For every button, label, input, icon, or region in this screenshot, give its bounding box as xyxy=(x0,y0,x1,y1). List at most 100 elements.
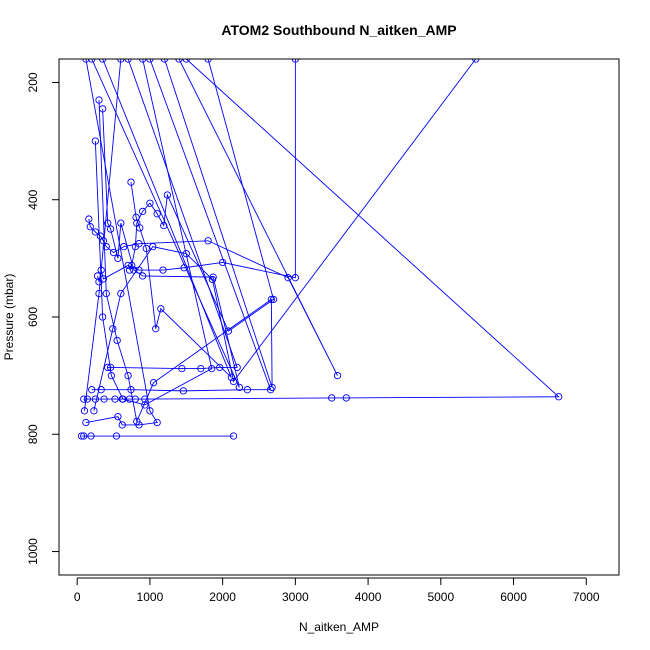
data-point xyxy=(99,237,108,245)
data-point xyxy=(229,432,238,440)
y-tick-label: 1000 xyxy=(26,538,40,565)
data-point xyxy=(104,363,112,372)
data-point xyxy=(243,386,252,394)
y-tick-label: 800 xyxy=(26,424,40,444)
data-point xyxy=(86,223,94,231)
series-line xyxy=(83,59,560,400)
data-point xyxy=(141,401,149,409)
series-2 xyxy=(82,59,161,429)
series-9 xyxy=(90,59,480,415)
data-point xyxy=(554,393,563,401)
data-point xyxy=(182,250,190,258)
series-line xyxy=(88,59,338,376)
x-tick-label: 6000 xyxy=(500,590,527,604)
series-line xyxy=(94,59,213,406)
data-point xyxy=(284,274,292,282)
data-point xyxy=(98,59,107,63)
data-point xyxy=(111,395,119,403)
data-point xyxy=(178,364,186,373)
data-point xyxy=(130,266,138,274)
x-tick-label: 2000 xyxy=(209,590,236,604)
y-tick-label: 400 xyxy=(26,189,40,209)
data-point xyxy=(224,327,233,335)
data-point xyxy=(82,59,90,63)
data-point xyxy=(152,325,160,333)
data-point xyxy=(182,59,190,63)
data-point xyxy=(163,191,172,199)
series-10 xyxy=(125,59,278,335)
series-4 xyxy=(88,59,275,395)
data-point xyxy=(124,371,132,380)
data-point xyxy=(197,364,205,373)
data-point xyxy=(138,272,147,280)
series-line xyxy=(91,59,272,392)
data-point xyxy=(112,432,121,440)
data-point xyxy=(107,371,116,380)
data-point xyxy=(142,244,150,253)
data-point xyxy=(106,225,115,233)
data-point xyxy=(135,421,143,429)
series-line xyxy=(93,59,477,411)
data-point xyxy=(218,258,227,267)
x-axis: 0 1000 2000 3000 4000 5000 6000 7000 xyxy=(74,577,600,604)
data-point xyxy=(117,59,125,63)
data-point xyxy=(146,199,154,207)
data-point xyxy=(80,407,89,415)
data-point xyxy=(267,295,276,304)
data-point xyxy=(114,254,122,263)
data-point xyxy=(157,305,165,313)
series-line xyxy=(84,59,122,411)
series-7 xyxy=(85,59,342,380)
series-layer xyxy=(77,59,563,440)
data-point xyxy=(98,313,107,321)
data-point xyxy=(82,418,90,427)
x-tick-label: 7000 xyxy=(573,590,600,604)
y-axis: 200 400 600 800 1000 xyxy=(26,72,60,565)
data-point xyxy=(179,387,188,395)
series-14 xyxy=(91,59,216,409)
data-point xyxy=(80,432,88,440)
series-1 xyxy=(77,432,238,440)
y-axis-label: Pressure (mbar) xyxy=(2,274,16,361)
data-point xyxy=(91,137,100,145)
data-point xyxy=(268,383,276,392)
data-point xyxy=(138,59,147,63)
series-line xyxy=(85,59,158,426)
y-tick-label: 600 xyxy=(26,307,40,327)
data-point xyxy=(133,417,141,426)
plot-frame xyxy=(58,58,620,576)
data-point xyxy=(269,295,278,304)
data-point xyxy=(204,59,212,63)
data-point xyxy=(146,59,154,63)
data-point xyxy=(175,59,183,63)
data-point xyxy=(208,364,216,373)
series-line xyxy=(107,59,238,370)
data-point xyxy=(291,274,300,282)
data-point xyxy=(153,210,161,218)
x-tick-label: 4000 xyxy=(355,590,382,604)
data-point xyxy=(127,178,135,186)
data-point xyxy=(95,96,103,104)
data-point xyxy=(99,275,108,283)
data-point xyxy=(88,386,96,394)
data-point xyxy=(90,407,98,415)
y-tick-label: 200 xyxy=(26,72,40,92)
data-point xyxy=(102,289,110,298)
data-point xyxy=(97,386,105,394)
data-point xyxy=(100,395,108,403)
series-line xyxy=(98,59,273,423)
series-6 xyxy=(80,59,125,415)
data-point xyxy=(204,237,212,245)
data-point xyxy=(153,418,161,427)
data-point xyxy=(216,363,224,372)
series-11 xyxy=(98,59,236,382)
data-point xyxy=(146,407,154,415)
data-point xyxy=(102,242,110,251)
data-point xyxy=(85,215,93,223)
data-point xyxy=(113,336,121,345)
data-point xyxy=(91,395,100,403)
data-point xyxy=(87,432,95,440)
series-line xyxy=(102,59,232,378)
data-point xyxy=(117,289,125,298)
x-tick-label: 5000 xyxy=(427,590,454,604)
